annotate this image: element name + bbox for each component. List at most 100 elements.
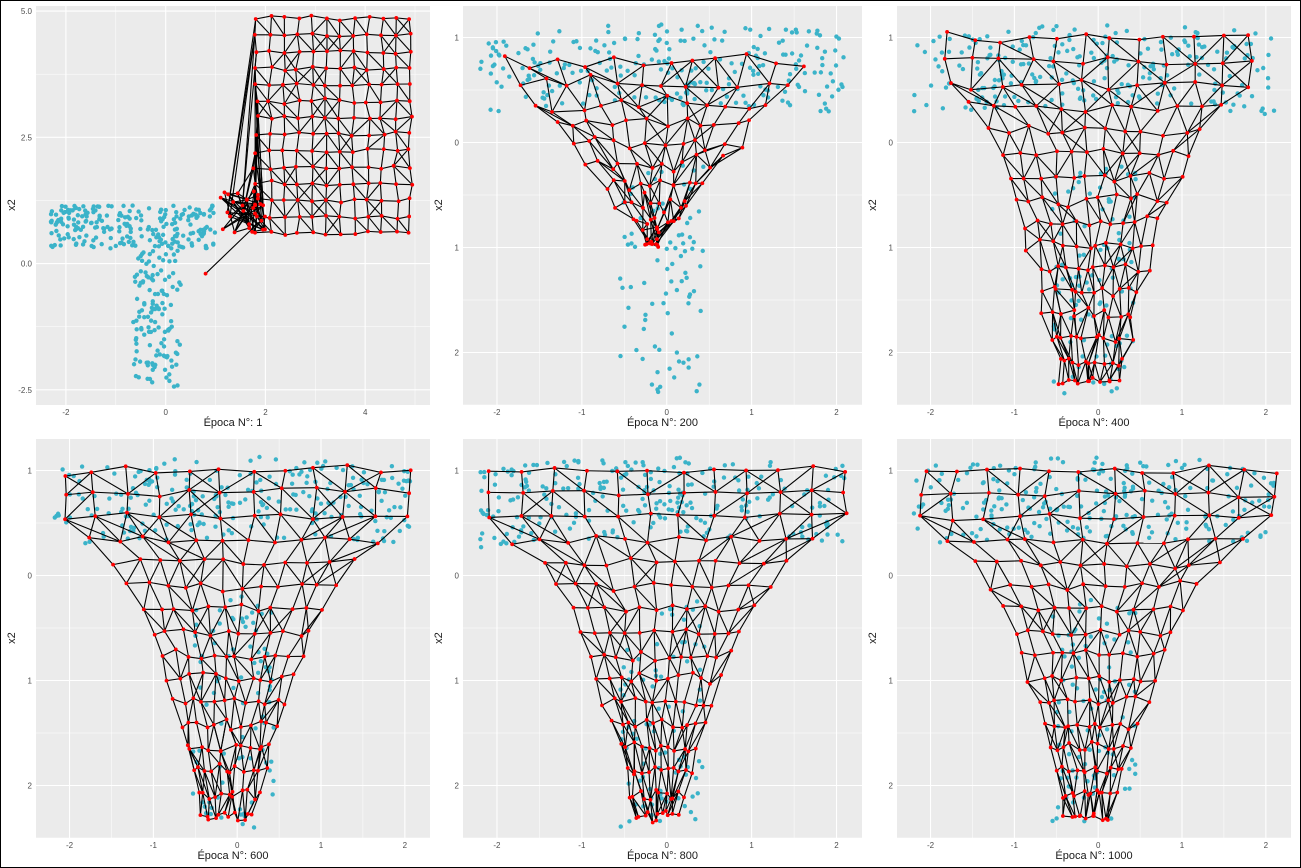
neuron-edge xyxy=(368,118,371,136)
neuron-edge xyxy=(671,608,688,633)
neuron-edge xyxy=(255,66,273,69)
neuron-edge xyxy=(698,536,732,562)
neuron-edge xyxy=(646,719,657,751)
neuron-node xyxy=(1066,356,1071,361)
neuron-edge xyxy=(1135,270,1151,293)
neuron-edge xyxy=(639,672,657,682)
neuron-node xyxy=(1059,107,1064,112)
neuron-edge xyxy=(724,87,738,107)
data-point xyxy=(657,818,663,824)
neuron-edge xyxy=(1076,220,1090,226)
data-point xyxy=(1261,65,1266,71)
neuron-node xyxy=(183,701,188,706)
neuron-edge xyxy=(351,67,355,86)
neuron-edge xyxy=(65,471,92,477)
neuron-node xyxy=(352,557,357,561)
neuron-edge xyxy=(283,184,286,201)
neuron-edge xyxy=(763,560,787,565)
neuron-node xyxy=(1220,83,1225,88)
neuron-edge xyxy=(744,517,760,542)
neuron-edge xyxy=(714,632,729,635)
neuron-edge xyxy=(219,518,224,541)
data-point xyxy=(640,496,645,502)
neuron-node xyxy=(171,607,176,612)
neuron-edge xyxy=(179,558,205,562)
neuron-node xyxy=(637,605,642,610)
neuron-edge xyxy=(270,34,285,36)
data-point xyxy=(482,474,487,480)
data-point xyxy=(499,84,504,89)
neuron-node xyxy=(268,32,273,37)
neuron-node xyxy=(521,490,526,495)
neuron-edge xyxy=(354,218,369,232)
neuron-node xyxy=(278,512,283,517)
neuron-edge xyxy=(1114,175,1131,183)
neuron-node xyxy=(1139,244,1144,249)
neuron-node xyxy=(671,183,676,187)
neuron-edge xyxy=(970,57,973,90)
neuron-edge xyxy=(972,57,999,59)
neuron-edge xyxy=(1002,132,1010,156)
neuron-edge xyxy=(127,493,160,498)
neuron-edge xyxy=(748,585,755,606)
neuron-edge xyxy=(681,727,686,750)
data-point xyxy=(77,234,82,240)
neuron-edge xyxy=(238,680,247,704)
neuron-node xyxy=(665,93,670,98)
neuron-node xyxy=(563,560,568,565)
neuron-edge xyxy=(1186,104,1222,134)
neuron-node xyxy=(177,558,182,563)
neuron-node xyxy=(379,166,384,171)
neuron-node xyxy=(89,470,94,475)
data-point xyxy=(609,65,614,70)
neuron-edge xyxy=(366,199,383,217)
neuron-edge xyxy=(691,60,719,89)
data-point xyxy=(755,46,760,52)
neuron-node xyxy=(1007,131,1011,135)
neuron-node xyxy=(202,769,207,773)
neuron-edge xyxy=(1164,64,1168,83)
neuron-edge xyxy=(1071,151,1087,153)
neuron-edge xyxy=(339,20,354,37)
neuron-edge xyxy=(671,631,682,658)
neuron-edge xyxy=(656,220,672,240)
neuron-node xyxy=(394,65,399,70)
neuron-edge xyxy=(667,95,688,104)
data-point xyxy=(1087,191,1093,196)
neuron-edge xyxy=(296,182,313,185)
neuron-edge xyxy=(254,515,276,543)
data-point xyxy=(146,482,151,487)
neuron-edge xyxy=(787,65,805,86)
neuron-edge xyxy=(339,184,342,203)
data-point xyxy=(188,522,193,527)
neuron-edge xyxy=(1061,108,1086,129)
neuron-edge xyxy=(544,562,557,585)
neuron-edge xyxy=(281,487,314,520)
neuron-edge xyxy=(258,680,261,702)
neuron-node xyxy=(323,96,327,101)
neuron-edge xyxy=(240,588,243,605)
data-point xyxy=(128,226,133,231)
neuron-node xyxy=(622,200,627,205)
neuron-edge xyxy=(1112,295,1122,318)
neuron-edge xyxy=(944,31,948,59)
data-point xyxy=(685,482,691,488)
data-point xyxy=(173,350,179,355)
neuron-node xyxy=(1192,34,1196,39)
data-point xyxy=(601,479,607,485)
data-point xyxy=(552,529,558,534)
data-point xyxy=(56,513,61,518)
neuron-edge xyxy=(656,221,669,230)
neuron-edge xyxy=(92,491,129,495)
data-point xyxy=(542,492,547,497)
neuron-node xyxy=(578,630,583,634)
neuron-edge xyxy=(397,215,410,220)
data-point xyxy=(48,211,54,217)
data-point xyxy=(1239,82,1245,88)
neuron-node xyxy=(627,146,632,151)
neuron-node xyxy=(647,746,652,750)
neuron-edge xyxy=(397,83,411,102)
neuron-edge xyxy=(1163,150,1174,179)
neuron-edge xyxy=(209,606,226,636)
neuron-node xyxy=(632,584,637,589)
